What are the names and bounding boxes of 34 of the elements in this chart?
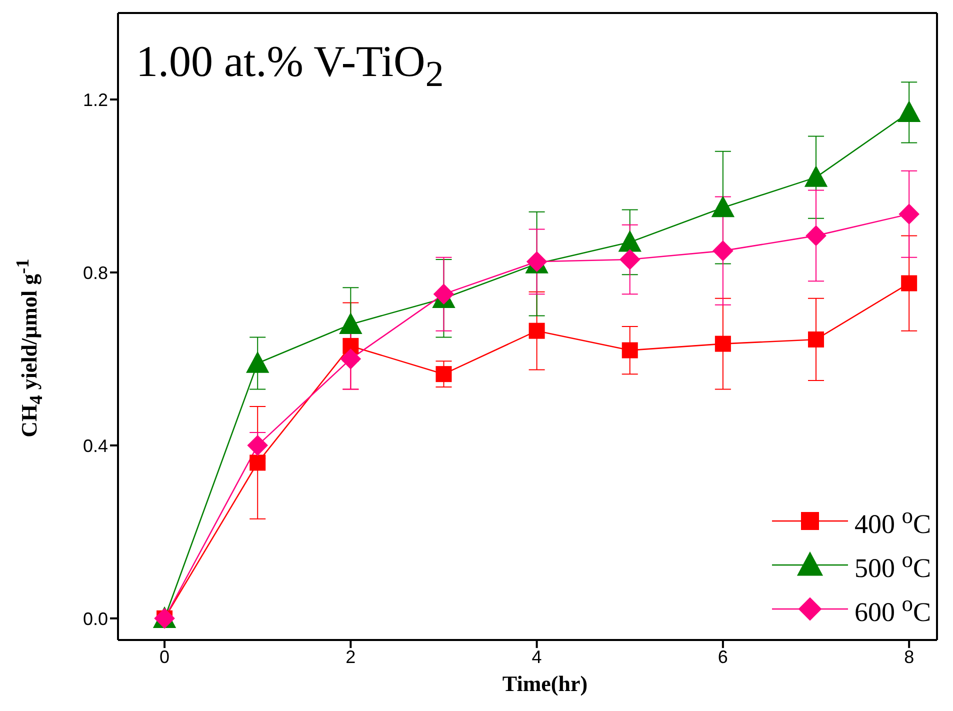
x-tick-label: 2 — [346, 646, 356, 667]
legend-label: 500 $^{o}$C — [854, 546, 931, 582]
point — [898, 204, 920, 224]
point — [808, 331, 824, 348]
legend-label: 600 $^{o}$C — [854, 590, 931, 626]
y-tick-label: 0.4 — [82, 436, 108, 456]
y-tick-label: 0.0 — [82, 608, 108, 629]
point — [250, 454, 266, 471]
y-tick-label: 1.2 — [82, 90, 108, 110]
y-tick-label: 0.8 — [82, 262, 108, 283]
point — [897, 100, 921, 122]
point — [436, 366, 452, 382]
text: 1.00 at.% V-TiO$_{2}$ — [136, 37, 444, 94]
x-tick-label: 0 — [160, 646, 170, 667]
x-tick-label: 4 — [532, 646, 542, 667]
point — [340, 348, 362, 370]
point — [339, 312, 362, 334]
point — [712, 240, 734, 262]
point — [247, 435, 268, 456]
legend-label: 400 $^{o}$C — [854, 502, 931, 538]
point — [901, 275, 918, 292]
x-tick-label: 6 — [718, 646, 728, 667]
point — [711, 196, 735, 218]
x-axis-title: Time(hr) — [502, 671, 588, 696]
x-tick-label: 8 — [904, 646, 914, 667]
point — [622, 342, 638, 358]
point — [618, 230, 642, 252]
point — [528, 322, 545, 339]
point — [714, 336, 731, 352]
point — [246, 351, 270, 373]
point — [619, 249, 640, 270]
point — [804, 165, 828, 187]
point — [806, 225, 826, 246]
point — [433, 284, 454, 304]
